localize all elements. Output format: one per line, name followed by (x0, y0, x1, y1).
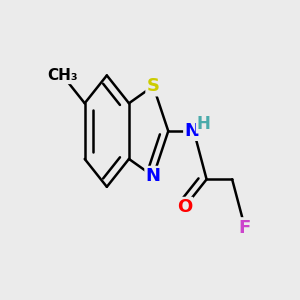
Text: O: O (177, 198, 192, 216)
Text: F: F (239, 219, 251, 237)
Text: S: S (147, 77, 160, 95)
Text: N: N (184, 122, 199, 140)
Text: N: N (146, 167, 161, 185)
Text: CH₃: CH₃ (47, 68, 78, 83)
Text: H: H (196, 115, 210, 133)
